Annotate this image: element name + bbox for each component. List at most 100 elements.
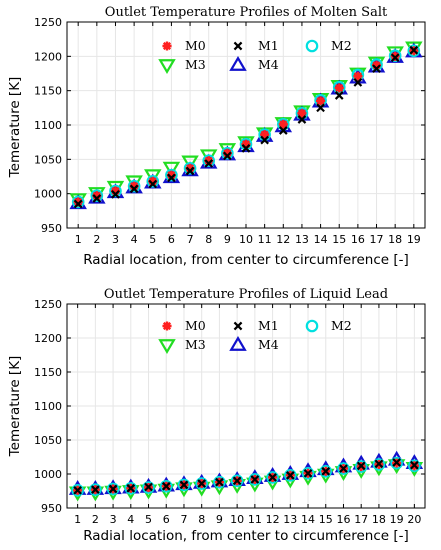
legend-marker — [162, 321, 172, 331]
data-point — [91, 485, 100, 494]
legend-label: M2 — [331, 38, 352, 53]
data-point — [301, 467, 315, 480]
data-point — [110, 186, 121, 196]
legend-label: M1 — [258, 318, 279, 333]
x-tick-label: 15 — [319, 513, 333, 526]
data-point — [278, 126, 288, 135]
data-point — [285, 471, 295, 480]
data-point — [334, 91, 344, 100]
series-M1 — [73, 45, 419, 209]
molten-salt-chart: Outlet Temperature Profiles of Molten Sa… — [7, 5, 426, 268]
data-point — [148, 176, 158, 186]
y-tick-label: 950 — [41, 502, 62, 515]
x-tick-label: 7 — [180, 513, 187, 526]
data-markers — [69, 41, 423, 210]
data-point — [372, 64, 381, 74]
data-point — [371, 60, 382, 70]
y-tick-label: 1200 — [34, 332, 62, 345]
data-point — [109, 184, 122, 198]
x-tick-label: 3 — [112, 233, 119, 246]
data-point — [73, 485, 82, 495]
legend-label: M0 — [185, 38, 206, 53]
data-point — [106, 482, 120, 496]
data-point — [162, 161, 181, 177]
data-point — [354, 460, 368, 473]
data-point — [222, 148, 232, 158]
data-point — [183, 161, 197, 175]
legend-label: M1 — [258, 38, 279, 53]
data-point — [142, 481, 155, 494]
legend-marker — [305, 319, 319, 333]
data-point — [179, 480, 189, 490]
x-tick-label: 4 — [131, 233, 138, 246]
legend: M0 M1 M2 M3 M4 — [158, 318, 352, 354]
data-point — [126, 483, 136, 493]
data-point — [144, 482, 153, 492]
data-point — [213, 475, 226, 489]
data-point — [321, 466, 331, 476]
grid — [67, 21, 425, 229]
y-tick-label: 1250 — [34, 298, 62, 311]
x-tick-label: 16 — [336, 513, 350, 526]
data-point — [223, 151, 232, 161]
data-point — [197, 479, 207, 488]
chart-title: Outlet Temperature Profiles of Molten Sa… — [105, 5, 388, 20]
legend-label: M3 — [185, 57, 206, 72]
legend-marker — [233, 41, 243, 51]
x-tick-label: 13 — [283, 513, 297, 526]
data-point — [111, 190, 120, 199]
data-point — [129, 184, 139, 194]
data-point — [248, 473, 262, 486]
x-tick-label: 13 — [295, 233, 309, 246]
data-point — [241, 139, 251, 149]
data-point — [316, 96, 326, 106]
data-point — [374, 459, 384, 469]
data-point — [71, 195, 85, 209]
legend-entry-M1: M1 — [233, 318, 279, 333]
x-tick-label: 7 — [187, 233, 194, 246]
y-tick-label: 1200 — [34, 50, 62, 63]
data-point — [204, 156, 214, 166]
data-point — [409, 45, 419, 55]
data-point — [90, 189, 104, 203]
data-point — [408, 459, 421, 473]
data-point — [410, 460, 419, 470]
data-point — [177, 478, 191, 492]
x-tick-label: 6 — [168, 233, 175, 246]
y-tick-label: 1050 — [34, 434, 62, 447]
x-tick-label: 12 — [276, 233, 290, 246]
data-point — [215, 477, 224, 487]
legend-entry-M4: M4 — [229, 56, 279, 72]
legend-label: M3 — [185, 337, 206, 352]
y-axis-label: Temerature [K] — [7, 356, 23, 458]
legend-marker — [233, 321, 243, 331]
y-tick-label: 1150 — [34, 366, 62, 379]
data-point — [339, 464, 348, 473]
x-tick-label: 18 — [372, 513, 386, 526]
grid — [67, 303, 425, 509]
x-tick-label: 18 — [388, 233, 402, 246]
x-tick-label: 16 — [351, 233, 365, 246]
x-tick-label: 12 — [266, 513, 280, 526]
data-point — [165, 168, 178, 182]
x-tick-label: 15 — [332, 233, 346, 246]
data-point — [230, 474, 244, 488]
data-point — [129, 181, 139, 191]
data-point — [266, 471, 279, 484]
legend-marker — [158, 339, 176, 354]
data-point — [250, 475, 260, 484]
y-tick-label: 1250 — [34, 16, 62, 29]
x-tick-label: 5 — [145, 513, 152, 526]
x-tick-label: 6 — [163, 513, 170, 526]
data-point — [108, 484, 118, 494]
data-point — [297, 108, 307, 118]
data-point — [260, 130, 270, 140]
legend-marker — [162, 41, 172, 51]
legend-entry-M0: M0 — [162, 318, 206, 333]
data-point — [232, 476, 242, 486]
series-M2 — [71, 456, 421, 497]
legend-marker — [229, 56, 247, 71]
data-point — [202, 154, 216, 168]
